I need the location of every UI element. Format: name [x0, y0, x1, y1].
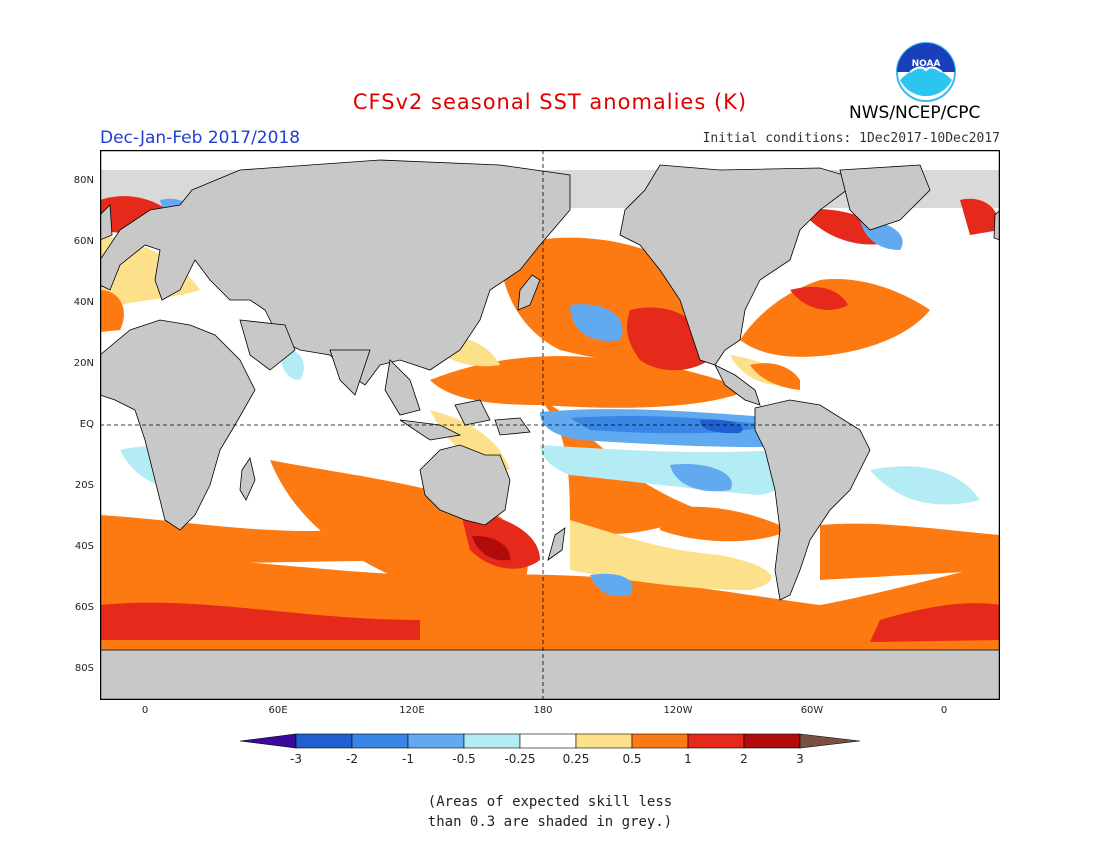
season-label: Dec-Jan-Feb 2017/2018 [100, 128, 301, 148]
lat-label: EQ [79, 419, 94, 430]
lon-label: 60W [800, 705, 824, 716]
lat-label: 80N [73, 175, 94, 186]
colorbar-label: -2 [346, 752, 358, 766]
lat-label: 20S [74, 480, 94, 491]
agency-label: NWS/NCEP/CPC [849, 103, 981, 123]
footnote: (Areas of expected skill less than 0.3 a… [0, 792, 1100, 832]
colorbar-label: -0.5 [452, 752, 476, 766]
colorbar-label: 0.5 [622, 752, 642, 766]
lat-label: 40N [73, 297, 94, 308]
lon-label: 0 [141, 705, 149, 716]
colorbar-label: 0.25 [562, 752, 590, 766]
chart-title: CFSv2 seasonal SST anomalies (K) [352, 90, 748, 114]
footnote-line-1: (Areas of expected skill less [427, 794, 673, 810]
colorbar-label: -3 [290, 752, 302, 766]
logo-text: NOAA [912, 59, 941, 69]
noaa-logo: NOAA [896, 42, 956, 102]
map-frame [99, 149, 1001, 701]
footnote-line-2: than 0.3 are shaded in grey.) [427, 814, 673, 830]
colorbar-label: -0.25 [504, 752, 536, 766]
colorbar-arrow-high [799, 733, 861, 749]
lon-label: 0 [940, 705, 948, 716]
lat-label: 40S [74, 541, 94, 552]
colorbar [239, 733, 861, 753]
sst-anomaly-map [99, 149, 1001, 701]
colorbar-label: 1 [684, 752, 692, 766]
colorbar-label: 3 [796, 752, 804, 766]
lat-label: 60N [73, 236, 94, 247]
lon-label: 120W [663, 705, 693, 716]
lat-label: 80S [74, 663, 94, 674]
colorbar-label: -1 [402, 752, 414, 766]
colorbar-label: 2 [740, 752, 748, 766]
lon-label: 180 [533, 705, 553, 716]
lon-label: 60E [268, 705, 288, 716]
lat-label: 60S [74, 602, 94, 613]
land-masses [100, 159, 1000, 700]
colorbar-arrow-low [239, 733, 297, 749]
initial-conditions-label: Initial conditions: 1Dec2017-10Dec2017 [702, 131, 1000, 146]
lon-label: 120E [399, 705, 425, 716]
lat-label: 20N [73, 358, 94, 369]
